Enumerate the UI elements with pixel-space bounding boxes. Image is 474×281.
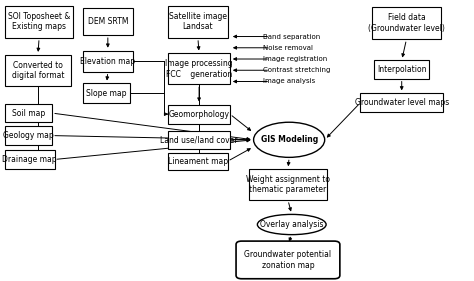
FancyBboxPatch shape: [5, 6, 73, 38]
FancyBboxPatch shape: [83, 8, 133, 35]
Text: Field data
(Groundwater level): Field data (Groundwater level): [368, 13, 445, 33]
Text: Contrast stretching: Contrast stretching: [263, 67, 330, 73]
Text: Image processing
FCC    generation: Image processing FCC generation: [165, 59, 233, 79]
FancyBboxPatch shape: [249, 169, 327, 200]
Text: SOI Toposheet &
Existing maps: SOI Toposheet & Existing maps: [8, 12, 70, 31]
Text: Weight assignment to
thematic parameter: Weight assignment to thematic parameter: [246, 175, 330, 194]
FancyBboxPatch shape: [168, 53, 230, 84]
FancyBboxPatch shape: [168, 153, 228, 170]
Text: Groundwater potential
zonation map: Groundwater potential zonation map: [245, 250, 331, 270]
Text: Image registration: Image registration: [263, 56, 328, 62]
Text: GIS Modeling: GIS Modeling: [261, 135, 318, 144]
Text: DEM SRTM: DEM SRTM: [88, 17, 128, 26]
Ellipse shape: [257, 214, 326, 235]
Text: Band separation: Band separation: [263, 33, 320, 40]
Text: Drainage map: Drainage map: [2, 155, 57, 164]
FancyBboxPatch shape: [236, 241, 340, 279]
FancyBboxPatch shape: [374, 60, 429, 79]
FancyBboxPatch shape: [83, 51, 133, 72]
FancyBboxPatch shape: [168, 131, 230, 149]
Text: Slope map: Slope map: [86, 89, 127, 98]
Text: Image analysis: Image analysis: [263, 78, 315, 85]
Text: Interpolation: Interpolation: [377, 65, 427, 74]
FancyBboxPatch shape: [168, 105, 230, 124]
Ellipse shape: [254, 122, 325, 157]
Text: Noise removal: Noise removal: [263, 45, 313, 51]
FancyBboxPatch shape: [372, 7, 441, 39]
FancyBboxPatch shape: [360, 93, 443, 112]
Text: Lineament map: Lineament map: [168, 157, 228, 166]
FancyBboxPatch shape: [168, 6, 228, 38]
Text: Geology map: Geology map: [3, 131, 54, 140]
Text: Elevation map: Elevation map: [80, 56, 136, 66]
Text: Converted to
digital format: Converted to digital format: [12, 60, 64, 80]
FancyBboxPatch shape: [5, 104, 52, 122]
FancyBboxPatch shape: [83, 83, 130, 103]
Text: Groundwater level maps: Groundwater level maps: [355, 98, 449, 107]
FancyBboxPatch shape: [5, 126, 52, 145]
Text: Soil map: Soil map: [12, 108, 45, 118]
Text: Overlay analysis: Overlay analysis: [260, 220, 323, 229]
Text: Land use/land cover: Land use/land cover: [160, 135, 238, 144]
Text: Geomorphology: Geomorphology: [169, 110, 229, 119]
FancyBboxPatch shape: [5, 55, 71, 86]
FancyBboxPatch shape: [5, 150, 55, 169]
Text: Satellite image
Landsat: Satellite image Landsat: [169, 12, 227, 31]
